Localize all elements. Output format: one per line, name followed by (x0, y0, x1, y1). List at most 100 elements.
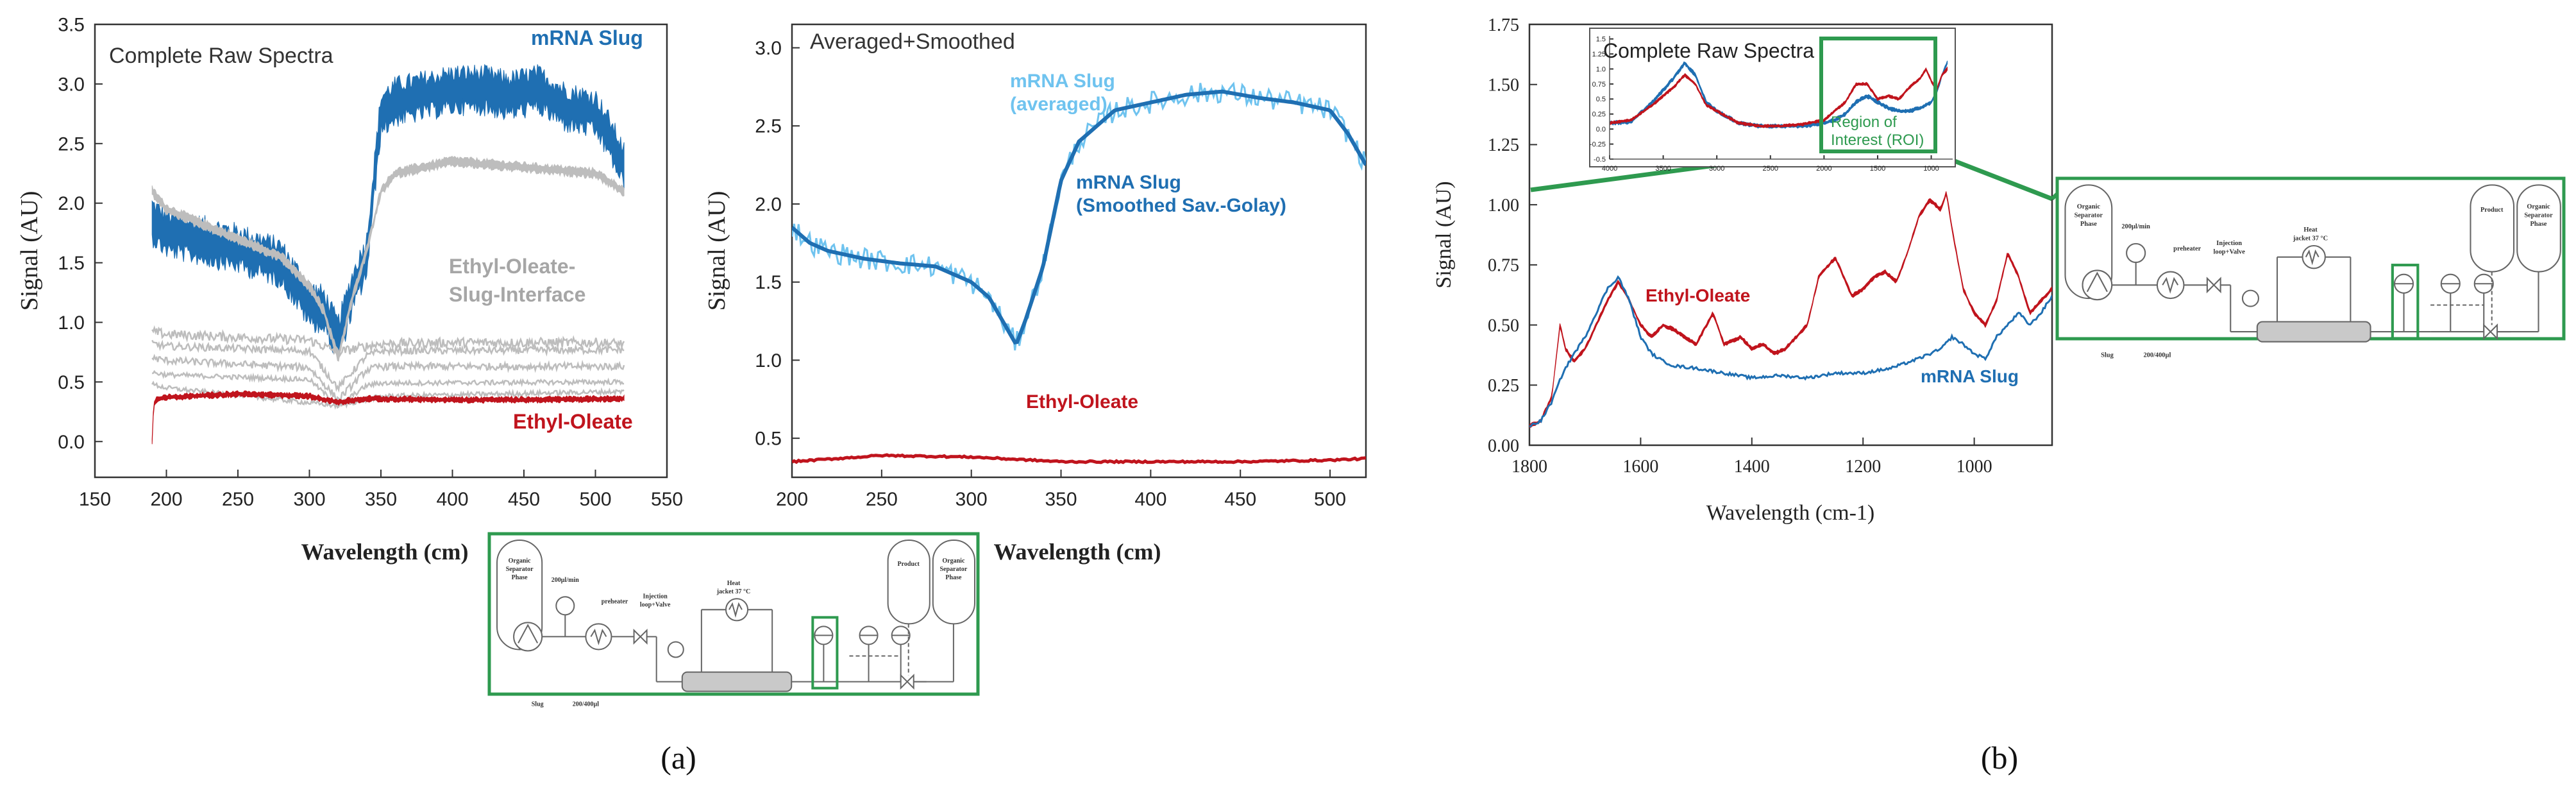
product-label: Product (2480, 207, 2504, 214)
xtick-label-a1-1: 200 (150, 489, 182, 510)
ytick-label-b-5: 1.25 (1488, 135, 1519, 155)
pump-icon (513, 622, 543, 652)
series-b-1 (1529, 275, 2052, 428)
xtick-label-b_inset-2: 3000 (1709, 165, 1724, 173)
detector-highlight (2391, 264, 2420, 340)
ytick-label-a2-3: 2.0 (755, 194, 782, 215)
sensor-1-icon (555, 596, 575, 616)
chart-b-xlabel: Wavelength (cm-1) (1706, 501, 1875, 525)
ytick-label-b_inset-2: 0.0 (1596, 126, 1606, 133)
organic-tank-left-label-1: Organic (2077, 203, 2101, 210)
valve-icon (2206, 277, 2221, 294)
organic-tank-left-label-3: Phase (512, 574, 528, 581)
slug-volume-label: 200/400µl (2143, 352, 2171, 359)
xtick-label-b-0: 1800 (1511, 457, 1547, 477)
ytick-label-b-6: 1.50 (1488, 76, 1519, 96)
ytick-label-b_inset-0: -0.5 (1594, 156, 1606, 164)
series-a1-7 (151, 390, 625, 445)
panel-label-b: (b) (1981, 740, 2018, 776)
ytick-label-a2-4: 2.5 (755, 116, 782, 137)
pump-triangle-icon (518, 624, 539, 643)
ytick-label-b_inset-7: 1.25 (1592, 51, 1606, 58)
preheater-label: preheater (2173, 245, 2201, 252)
inset-title: Complete Raw Spectra (1603, 39, 1814, 62)
reactor-tube (2256, 321, 2371, 343)
xtick-label-a1-3: 300 (293, 489, 325, 510)
ytick-label-b-0: 0.00 (1488, 436, 1519, 456)
series-a1-1 (151, 155, 625, 362)
chart-b-annotation-ethyl: Ethyl-Oleate (1646, 285, 1750, 305)
flow-schematic-b: Organic Separator Phase 200µl/min preheater I… (2055, 176, 2566, 359)
product-tank (887, 540, 930, 625)
ytick-label-a1-6: 3.0 (58, 74, 85, 95)
xtick-label-b_inset-4: 2000 (1816, 165, 1831, 173)
preheater-icon (585, 623, 612, 651)
detector-highlight (811, 616, 839, 690)
chart-b-annotation-mrna: mRNA Slug (1921, 366, 2019, 386)
chart-b-ylabel: Signal (AU) (1432, 181, 1456, 288)
outlet-valve-icon (900, 674, 914, 690)
chart-b-inset: 4000 3500 3000 2500 2000 1500 1000 -0.5 -0.25 0.0… (1589, 28, 1956, 173)
preheater-icon (2156, 271, 2185, 300)
xtick-label-a1-5: 400 (436, 489, 468, 510)
slug-label: Slug (532, 701, 544, 708)
preheater-coil-icon (590, 628, 607, 645)
xtick-label-a2-5: 450 (1224, 489, 1256, 510)
xtick-label-a2-2: 300 (955, 489, 988, 510)
product-tank (2470, 184, 2515, 273)
ytick-label-b_inset-6: 1.0 (1596, 65, 1606, 73)
ytick-label-a1-2: 1.0 (58, 312, 85, 334)
organic-tank-right-label-3: Phase (2530, 221, 2547, 228)
injection-label-2: loop+Valve (2214, 248, 2246, 255)
ytick-label-b-1: 0.25 (1488, 376, 1519, 396)
jacket-label: jacket 37 °C (2293, 235, 2328, 243)
chart-a2-annotation-averaged-line2: (averaged) (1010, 94, 1107, 115)
heat-label: Heat (2303, 226, 2318, 234)
series-a1-2 (151, 325, 625, 358)
organic-tank-right (2516, 184, 2561, 273)
roi-label-line1: Region of (1831, 114, 1897, 131)
series-a1-3 (151, 339, 625, 393)
ytick-label-a2-0: 0.5 (755, 429, 782, 450)
ytick-label-a1-7: 3.5 (58, 15, 85, 36)
chart-a2-frame (791, 23, 1367, 479)
pump-triangle-icon (2086, 271, 2108, 293)
sensor-2-icon (667, 641, 684, 658)
chart-a1-xlabel: Wavelength (cm) (301, 539, 469, 565)
chart-a2-annotation-averaged: mRNA Slug (averaged) (1010, 71, 1120, 115)
ytick-label-b-4: 1.00 (1488, 196, 1519, 216)
preheater-label: preheater (602, 598, 628, 605)
preheater-coil-icon (2162, 277, 2179, 294)
ytick-label-b_inset-8: 1.5 (1596, 36, 1606, 44)
reactor-tube (681, 671, 793, 692)
xtick-label-a1-2: 250 (222, 489, 254, 510)
chart-b-frame (1528, 23, 2053, 447)
series-b_inset-0 (1610, 60, 1948, 129)
ytick-label-b_inset-1: -0.25 (1590, 140, 1606, 148)
ytick-label-a1-0: 0.0 (58, 432, 85, 453)
series-a2-1 (792, 89, 1366, 345)
chart-a1-ylabel: Signal (AU) (16, 191, 43, 311)
chart-b: 1800 1600 1400 1200 10000.000.250.500.751.00… (1432, 15, 2060, 525)
heater-coil-icon (728, 602, 743, 618)
slug-volume-label: 200/400µl (573, 701, 600, 708)
chart-a1-annotation-interface: Ethyl-Oleate- Slug-Interface (449, 255, 585, 306)
xtick-label-a2-4: 400 (1134, 489, 1166, 510)
sensor-1-icon (2126, 243, 2146, 264)
organic-tank-right-label-2: Separator (939, 566, 967, 573)
chart-a2-annotation-smoothed-line2: (Smoothed Sav.-Golay) (1076, 195, 1286, 216)
pump-icon (2082, 269, 2113, 301)
xtick-label-a1-8: 550 (651, 489, 683, 510)
roi-label: Region of Interest (ROI) (1831, 114, 1924, 149)
organic-tank-left-label-1: Organic (509, 557, 532, 565)
xtick-label-a2-6: 500 (1314, 489, 1346, 510)
chart-a2-annotation-averaged-line1: mRNA Slug (1010, 71, 1115, 92)
chart-a2-annotation-smoothed-line1: mRNA Slug (1076, 172, 1181, 193)
injection-label-2: loop+Valve (640, 601, 671, 608)
ytick-label-a2-1: 1.0 (755, 350, 782, 371)
sensor-2-icon (2241, 289, 2259, 307)
xtick-label-b_inset-5: 1500 (1870, 165, 1885, 173)
xtick-label-b-1: 1600 (1622, 457, 1658, 477)
